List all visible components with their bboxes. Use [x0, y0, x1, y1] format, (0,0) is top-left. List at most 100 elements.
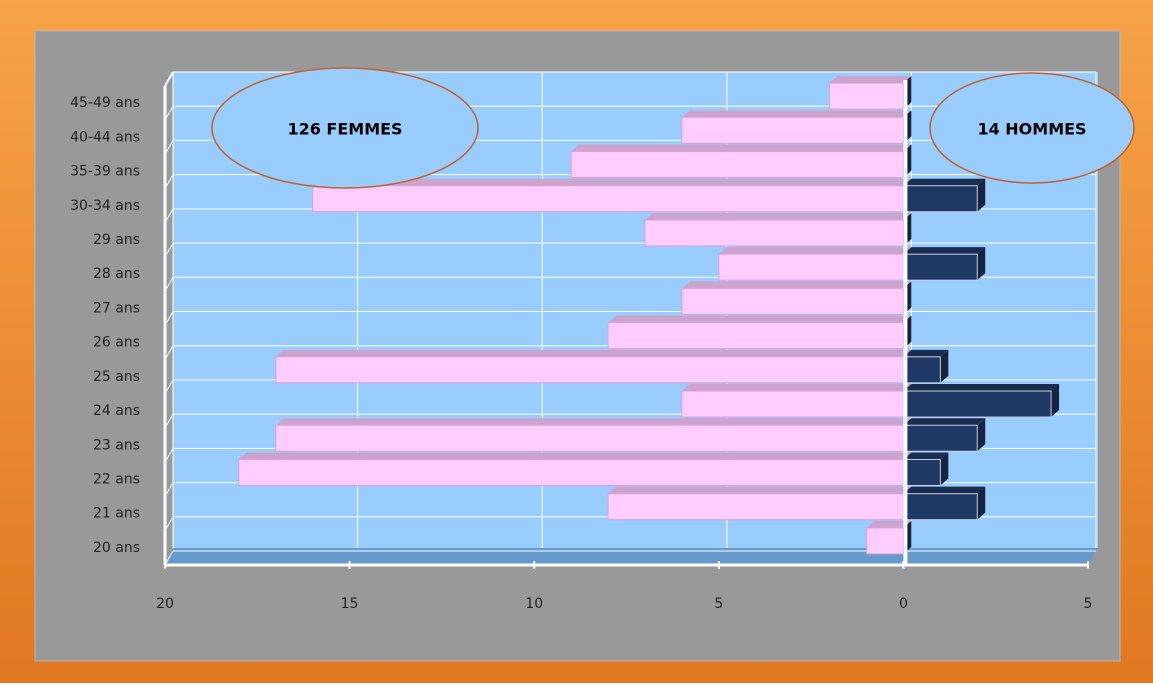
x-tick-label: 10 — [525, 596, 543, 612]
annotation-bubble — [929, 72, 1135, 184]
bar-front — [607, 322, 904, 350]
bar-front — [681, 116, 904, 144]
y-tick-label: 29 ans — [93, 232, 140, 248]
y-tick-label: 27 ans — [93, 300, 140, 316]
bar-side — [1051, 384, 1060, 418]
bar — [681, 281, 912, 315]
bar-side — [977, 178, 986, 212]
bar-top — [681, 384, 912, 392]
bar-side — [977, 486, 986, 520]
bar-front — [238, 458, 904, 486]
bar-front — [902, 356, 941, 384]
y-tick-label: 20 ans — [93, 540, 140, 556]
bar-front — [275, 424, 904, 452]
bar — [607, 486, 912, 521]
row-edge — [164, 448, 174, 463]
bar-front — [902, 253, 978, 281]
bar-front — [718, 253, 904, 281]
bar-top — [644, 212, 912, 220]
bar — [718, 247, 912, 281]
x-tick-label: 5 — [1084, 596, 1093, 612]
row-edge — [164, 482, 174, 497]
row-edge — [164, 277, 174, 292]
y-tick-label: 40-44 ans — [70, 129, 140, 145]
x-tick-label: 15 — [341, 596, 359, 612]
y-tick-label: 28 ans — [93, 266, 140, 282]
row-edge — [164, 174, 174, 189]
y-tick-label: 22 ans — [93, 471, 140, 487]
bar — [902, 384, 1060, 418]
bar — [681, 384, 912, 418]
y-tick-label: 30-34 ans — [70, 198, 140, 214]
bar-top — [903, 349, 949, 357]
bar — [681, 110, 912, 144]
bar — [902, 452, 949, 486]
bar — [829, 76, 912, 110]
bar-front — [681, 390, 904, 418]
bar-front — [607, 493, 904, 521]
annotation: 14 HOMMES — [977, 120, 1086, 139]
y-tick-label: 24 ans — [93, 403, 140, 419]
bar-top — [608, 486, 912, 494]
x-tick-label: 20 — [156, 596, 174, 612]
bar-top — [275, 418, 912, 426]
x-tick-label: 0 — [899, 596, 908, 612]
bar-top — [681, 281, 912, 289]
x-tick-label: 5 — [714, 596, 723, 612]
bar-front — [570, 151, 904, 179]
bar-front — [644, 219, 904, 247]
row-edge — [164, 413, 174, 429]
bar-front — [681, 287, 904, 315]
annotation: 126 FEMMES — [287, 120, 402, 139]
row-edge — [164, 345, 174, 360]
bar-front — [275, 356, 904, 384]
bar-front — [902, 493, 978, 521]
bar-top — [238, 452, 912, 460]
bar-front — [902, 390, 1052, 418]
row-edge — [164, 140, 174, 155]
bar-top — [903, 247, 986, 255]
y-tick-label: 45-49 ans — [70, 95, 140, 111]
bar-front — [902, 424, 978, 452]
bar — [238, 452, 912, 486]
row-edge — [164, 516, 174, 532]
bar-front — [902, 458, 941, 486]
bar-top — [866, 520, 912, 528]
row-edge — [164, 242, 174, 258]
bar-top — [312, 178, 912, 186]
bar — [644, 212, 912, 247]
bar — [902, 247, 986, 281]
bar — [312, 178, 912, 213]
bar-side — [940, 452, 949, 486]
bar — [275, 349, 912, 384]
bar-front — [312, 185, 904, 213]
bar — [902, 418, 986, 452]
bar — [570, 144, 912, 179]
bar-side — [977, 247, 986, 281]
bar-top — [903, 418, 986, 426]
bar — [902, 349, 949, 384]
bar-side — [940, 349, 949, 383]
plot-floor — [165, 548, 1098, 565]
row-edge — [164, 311, 174, 326]
bar-top — [829, 76, 912, 84]
annotation-bubble — [211, 67, 479, 189]
row-edge — [164, 550, 174, 566]
row-edge — [164, 105, 174, 121]
bar-top — [681, 110, 912, 118]
y-tick-label: 25 ans — [93, 369, 140, 385]
bar-top — [903, 486, 986, 494]
row-edge — [164, 379, 174, 395]
bar-top — [903, 452, 949, 460]
bar-top — [608, 315, 912, 323]
bar-top — [903, 178, 986, 186]
y-tick-label: 26 ans — [93, 335, 140, 351]
y-tick-label: 21 ans — [93, 506, 140, 522]
bar-top — [718, 247, 912, 255]
bar — [902, 178, 986, 213]
wall-edge — [164, 71, 174, 87]
bar — [607, 315, 912, 350]
bar-top — [571, 144, 912, 152]
bar-top — [275, 349, 912, 357]
y-tick-label: 23 ans — [93, 437, 140, 453]
